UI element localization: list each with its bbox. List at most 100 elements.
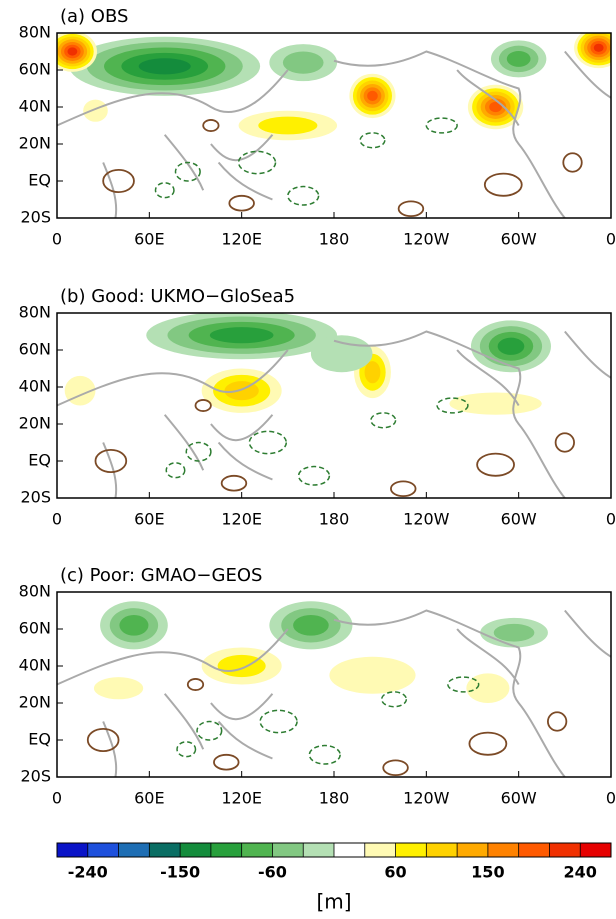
- precip-contour-negative: [165, 462, 186, 479]
- anomaly-shading: [83, 99, 108, 122]
- precip-contour-negative: [185, 441, 212, 462]
- colorbar-tick-label: -150: [160, 863, 200, 882]
- anomaly-shading: [466, 673, 510, 703]
- lon-tick-label: 120W: [403, 230, 450, 249]
- coastline: [456, 330, 611, 406]
- precip-contour-positive: [186, 678, 205, 691]
- colorbar-swatch: [149, 843, 181, 857]
- lon-tick-label: 0: [606, 789, 616, 808]
- precip-contour-positive: [94, 448, 128, 473]
- coastline: [333, 330, 566, 498]
- precip-contour-positive: [228, 194, 255, 212]
- anomaly-shading: [67, 47, 78, 56]
- lat-tick-label: 20S: [20, 488, 51, 507]
- colorbar-swatch: [57, 843, 89, 857]
- precip-contour-positive: [382, 759, 409, 777]
- precip-contour-negative: [447, 676, 480, 693]
- anomaly-shading: [258, 116, 318, 135]
- precip-contour-positive: [476, 452, 515, 477]
- precip-contour-negative: [308, 744, 341, 765]
- lat-tick-label: 60N: [19, 619, 51, 638]
- precip-contour-negative: [370, 412, 397, 429]
- coastline: [333, 50, 566, 218]
- coastline: [57, 628, 289, 721]
- lon-tick-label: 120W: [403, 510, 450, 529]
- colorbar-tick-label: -60: [258, 863, 287, 882]
- precip-contour-negative: [425, 117, 458, 134]
- colorbar-unit: [m]: [316, 890, 351, 914]
- colorbar-swatch: [272, 843, 304, 857]
- precip-contour-positive: [86, 728, 120, 753]
- lat-tick-label: 40N: [19, 377, 51, 396]
- coastline: [57, 349, 289, 442]
- anomaly-shading: [489, 101, 502, 113]
- colorbar-swatch: [334, 843, 366, 857]
- precip-contour-negative: [248, 430, 288, 455]
- precip-contour-negative: [154, 182, 175, 199]
- colorbar-swatch: [518, 843, 550, 857]
- lat-tick-label: 20N: [19, 693, 51, 712]
- precip-contour-positive: [102, 168, 135, 193]
- anomaly-shading: [93, 677, 144, 700]
- anomaly-shading: [138, 58, 191, 75]
- lon-tick-label: 60E: [134, 510, 164, 529]
- lon-tick-label: 180: [319, 789, 350, 808]
- lat-tick-label: EQ: [28, 451, 51, 470]
- colorbar-tick-label: 240: [564, 863, 597, 882]
- anomaly-shading: [310, 335, 373, 373]
- lon-tick-label: 0: [52, 789, 62, 808]
- lon-tick-label: 180: [319, 510, 350, 529]
- lon-tick-label: 60E: [134, 230, 164, 249]
- lat-tick-label: EQ: [28, 171, 51, 190]
- lon-tick-label: 60W: [501, 510, 537, 529]
- lon-tick-label: 120W: [403, 789, 450, 808]
- colorbar-swatch: [118, 843, 150, 857]
- lon-tick-label: 0: [52, 510, 62, 529]
- precip-contour-positive: [397, 200, 425, 218]
- precip-contour-positive: [390, 480, 417, 498]
- precip-contour-positive: [194, 399, 212, 412]
- precip-contour-negative: [176, 741, 197, 758]
- precip-contour-negative: [380, 691, 408, 708]
- coastline: [456, 609, 611, 685]
- lat-tick-label: 60N: [19, 340, 51, 359]
- panel-title: (c) Poor: GMAO−GEOS: [60, 565, 262, 586]
- lon-tick-label: 60W: [501, 789, 537, 808]
- lon-tick-label: 0: [52, 230, 62, 249]
- precip-contour-negative: [237, 150, 277, 175]
- anomaly-shading: [293, 614, 329, 636]
- colorbar-tick-label: -240: [68, 863, 108, 882]
- colorbar-frame: [56, 842, 612, 858]
- lat-tick-label: EQ: [28, 730, 51, 749]
- colorbar-swatch: [395, 843, 427, 857]
- lat-tick-label: 20N: [19, 414, 51, 433]
- colorbar-tick-label: 60: [384, 863, 406, 882]
- lat-tick-label: 80N: [19, 303, 51, 322]
- colorbar-swatch: [457, 843, 489, 857]
- lat-tick-label: 80N: [19, 582, 51, 601]
- anomaly-shading: [282, 51, 324, 74]
- lat-tick-label: 40N: [19, 656, 51, 675]
- panel-title: (b) Good: UKMO−GloSea5: [60, 286, 295, 307]
- precip-contour-negative: [259, 709, 298, 734]
- precip-contour-positive: [468, 731, 508, 756]
- precip-contour-positive: [220, 474, 248, 492]
- precip-contour-negative: [196, 720, 223, 741]
- lon-tick-label: 120E: [221, 510, 262, 529]
- colorbar-swatch: [580, 843, 612, 857]
- precip-contour-positive: [547, 711, 568, 732]
- lat-tick-label: 20S: [20, 767, 51, 786]
- lon-tick-label: 60W: [501, 230, 537, 249]
- map-field: [57, 592, 611, 777]
- colorbar-swatch: [241, 843, 273, 857]
- precip-contour-negative: [174, 161, 201, 182]
- coastline: [333, 609, 566, 777]
- colorbar-swatch: [487, 843, 520, 857]
- precip-contour-positive: [554, 432, 575, 453]
- panel-title: (a) OBS: [60, 6, 128, 27]
- colorbar-swatch: [303, 843, 335, 857]
- anomaly-shading: [506, 50, 531, 67]
- lat-tick-label: 60N: [19, 60, 51, 79]
- lat-tick-label: 40N: [19, 97, 51, 116]
- precip-contour-negative: [297, 465, 331, 486]
